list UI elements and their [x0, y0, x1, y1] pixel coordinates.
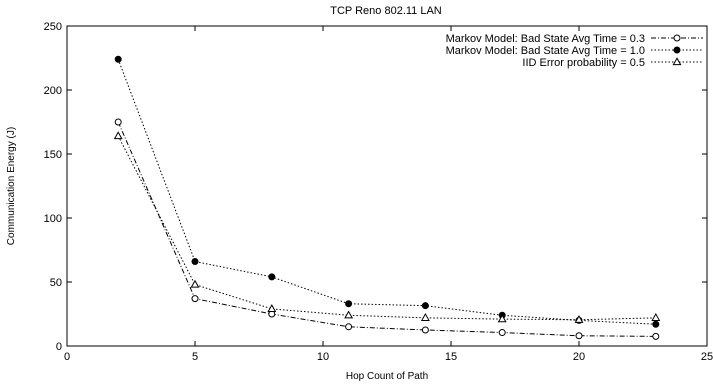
series-3: [113, 131, 661, 323]
y-tick-label: 250: [44, 21, 62, 33]
legend-label: Markov Model: Bad State Avg Time = 0.3: [446, 33, 645, 45]
data-point: [190, 279, 200, 288]
data-point: [651, 313, 661, 321]
data-point: [114, 118, 122, 126]
data-point: [267, 304, 277, 312]
data-point: [652, 320, 660, 328]
legend-item: Markov Model: Bad State Avg Time = 0.3: [446, 33, 703, 45]
legend-label: Markov Model: Bad State Avg Time = 1.0: [446, 45, 645, 57]
data-point: [574, 314, 584, 323]
y-axis-label: Communication Energy (J): [6, 127, 17, 245]
series-1: [114, 118, 660, 340]
legend-label: IID Error probability = 0.5: [522, 57, 645, 69]
y-tick-label: 50: [50, 277, 62, 289]
data-point: [191, 295, 199, 303]
data-point: [345, 300, 353, 308]
x-axis-label: Hop Count of Path: [346, 371, 428, 382]
legend-marker: [673, 46, 681, 54]
series-line: [117, 59, 656, 325]
x-tick-label: 20: [573, 351, 585, 363]
data-point: [268, 273, 276, 281]
data-point: [420, 313, 430, 321]
x-tick-label: 10: [317, 351, 329, 363]
y-tick-label: 100: [44, 213, 62, 225]
y-tick-label: 200: [44, 85, 62, 97]
legend-marker: [673, 34, 681, 42]
legend: Markov Model: Bad State Avg Time = 0.3Ma…: [446, 33, 703, 69]
data-point: [421, 326, 429, 334]
data-point: [652, 332, 660, 340]
data-point: [575, 332, 583, 340]
x-tick-label: 25: [701, 351, 713, 363]
legend-marker: [672, 57, 682, 66]
data-point: [345, 323, 353, 331]
x-tick-label: 0: [64, 351, 70, 363]
y-tick-label: 150: [44, 149, 62, 161]
data-point: [113, 131, 123, 140]
x-tick-label: 15: [445, 351, 457, 363]
legend-item: Markov Model: Bad State Avg Time = 1.0: [446, 45, 703, 57]
series-layer: [113, 55, 661, 340]
x-tick-label: 5: [192, 351, 198, 363]
data-point: [497, 314, 507, 323]
y-tick-label: 0: [56, 341, 62, 353]
series-line: [117, 121, 656, 337]
data-point: [344, 310, 354, 319]
data-point: [191, 258, 199, 266]
series-line: [117, 135, 656, 321]
plot-frame: [66, 25, 708, 347]
data-point: [421, 302, 429, 310]
data-point: [114, 55, 122, 63]
legend-item: IID Error probability = 0.5: [522, 57, 703, 69]
data-point: [498, 329, 506, 337]
chart-title: TCP Reno 802.11 LAN: [330, 5, 442, 17]
